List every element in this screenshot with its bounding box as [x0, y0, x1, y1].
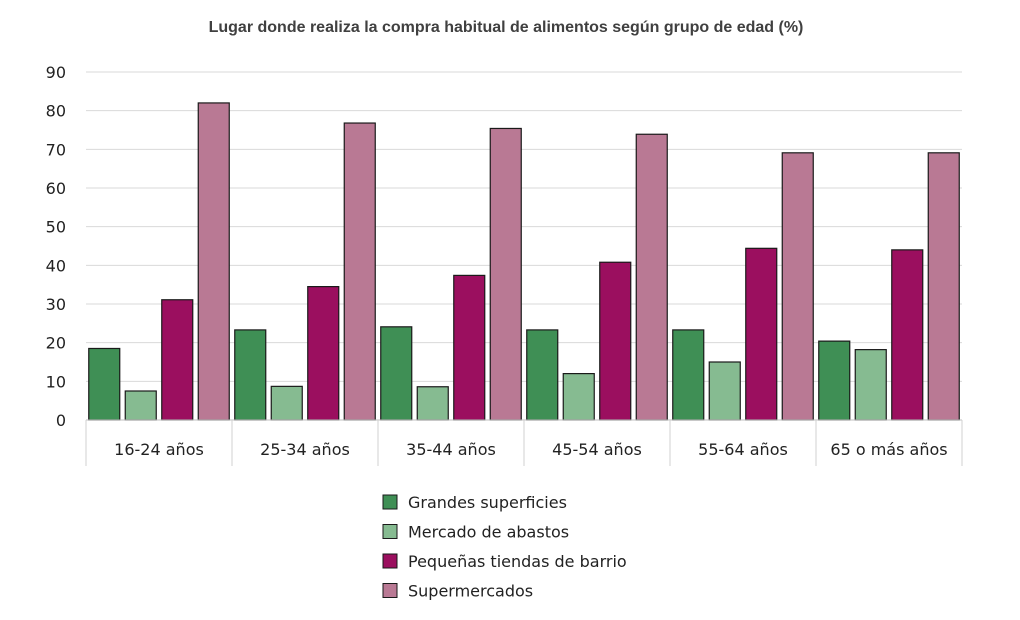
bar: [453, 274, 486, 421]
y-tick-label: 50: [46, 218, 66, 237]
y-tick-label: 80: [46, 102, 66, 121]
y-axis-ticks: 0 10 20 30 40 50 60 70 80 90: [46, 63, 66, 430]
x-axis: [85, 419, 963, 466]
bar: [343, 122, 376, 421]
y-tick-label: 20: [46, 334, 66, 353]
bar: [307, 286, 340, 421]
chart-title: Lugar donde realiza la compra habitual d…: [209, 19, 804, 36]
bar: [781, 152, 814, 421]
bar: [161, 299, 194, 421]
legend-label: Supermercados: [408, 582, 533, 601]
legend: Grandes superficies Mercado de abastos Peq…: [382, 493, 627, 601]
bar: [270, 385, 303, 421]
bar: [599, 261, 632, 421]
bar: [635, 133, 668, 421]
bar: [124, 390, 157, 421]
bar: [891, 249, 924, 421]
x-category-label: 65 o más años: [830, 440, 947, 459]
x-category-label: 45-54 años: [552, 440, 642, 459]
x-category-label: 35-44 años: [406, 440, 496, 459]
bar: [818, 340, 851, 421]
bar: [672, 329, 705, 421]
legend-label: Mercado de abastos: [408, 523, 569, 542]
y-tick-label: 90: [46, 63, 66, 82]
legend-swatch: [382, 494, 398, 510]
y-tick-label: 70: [46, 140, 66, 159]
bars: [88, 102, 960, 421]
y-tick-label: 60: [46, 179, 66, 198]
bar: [234, 329, 267, 421]
y-tick-label: 40: [46, 256, 66, 275]
bar: [88, 347, 121, 421]
bar: [526, 329, 559, 421]
grid-lines: [86, 71, 962, 382]
bar: [562, 373, 595, 421]
legend-label: Pequeñas tiendas de barrio: [408, 552, 627, 571]
bar: [927, 152, 960, 421]
bar: [745, 247, 778, 421]
legend-swatch: [382, 583, 398, 598]
y-tick-label: 10: [46, 372, 66, 391]
x-category-label: 55-64 años: [698, 440, 788, 459]
y-tick-label: 0: [56, 411, 66, 430]
legend-swatch: [382, 553, 398, 569]
bar: [380, 326, 413, 421]
bar: [489, 127, 522, 421]
bar: [197, 102, 230, 421]
x-category-label: 16-24 años: [114, 440, 204, 459]
bar: [416, 386, 449, 421]
legend-label: Grandes superficies: [408, 493, 567, 512]
y-tick-label: 30: [46, 295, 66, 314]
bar: [854, 349, 887, 421]
legend-swatch: [382, 524, 398, 539]
x-category-label: 25-34 años: [260, 440, 350, 459]
bar: [708, 361, 741, 421]
x-axis-categories: 16-24 años 25-34 años 35-44 años 45-54 años…: [114, 440, 947, 459]
